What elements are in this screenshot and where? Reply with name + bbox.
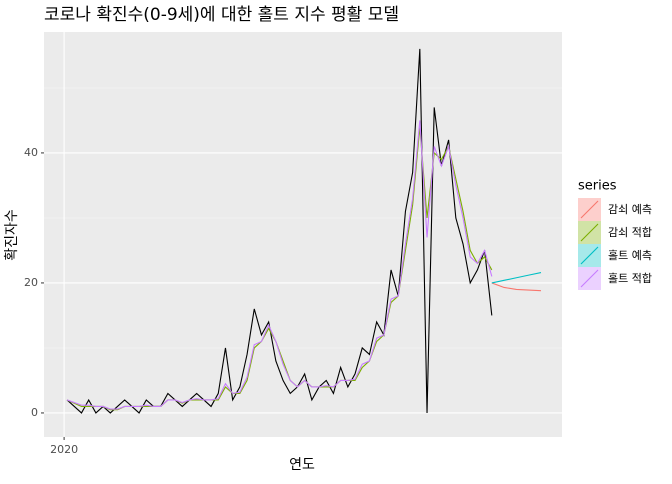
legend-label: 홀트 예측 [608, 249, 652, 262]
legend-key-line [580, 200, 599, 219]
y-tick-label: 0 [31, 406, 38, 419]
legend-title: series [578, 179, 617, 194]
chart-title: 코로나 확진수(0-9세)에 대한 홀트 지수 평활 모델 [44, 5, 399, 25]
y-axis-label: 확진자수 [4, 209, 20, 261]
series-line [66, 120, 493, 410]
series-line [491, 282, 542, 292]
legend-label: 홀트 적합 [608, 272, 652, 285]
legend-key-line [580, 223, 599, 242]
legend-key-line [580, 246, 599, 265]
x-axis-label: 연도 [289, 457, 315, 473]
series-line [491, 271, 542, 284]
legend-label: 감쇠 적합 [608, 226, 652, 239]
x-tick-label: 2020 [50, 443, 78, 456]
legend-label: 감쇠 예측 [608, 203, 652, 216]
y-tick-label: 20 [24, 276, 38, 289]
legend-key-line [580, 269, 599, 288]
series-line [66, 48, 493, 414]
y-tick-label: 40 [24, 146, 38, 159]
plot-panel [44, 32, 562, 437]
